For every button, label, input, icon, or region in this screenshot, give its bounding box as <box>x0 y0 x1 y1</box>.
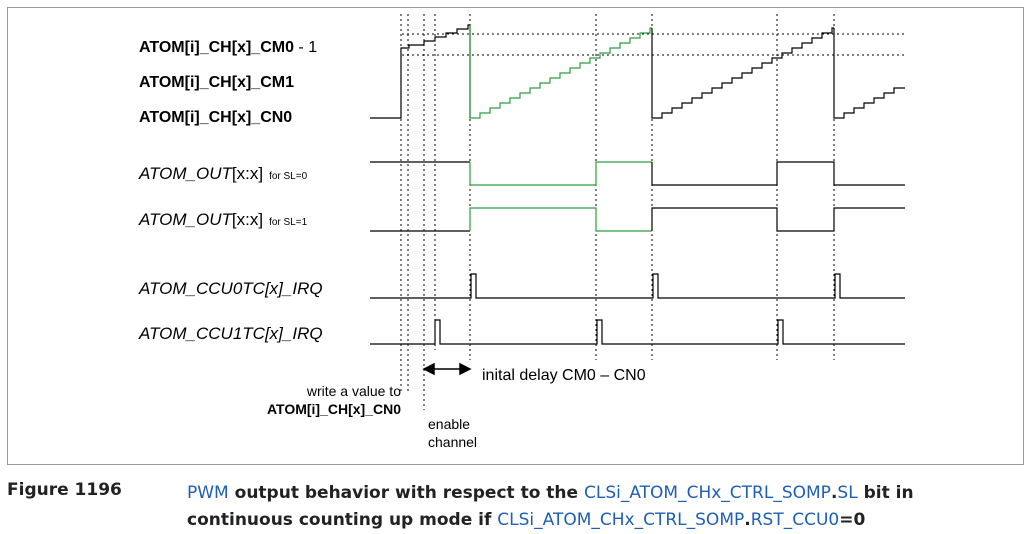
out-sl1-green <box>469 207 652 232</box>
ccu1-irq-waveform <box>370 319 905 345</box>
figure-title: PWM output behavior with respect to the … <box>187 480 987 534</box>
caption-link-reg2[interactable]: CLSi_ATOM_CHx_CTRL_SOMP <box>497 510 745 530</box>
caption-dot-1: . <box>830 483 838 503</box>
caption-link-reg1[interactable]: CLSi_ATOM_CHx_CTRL_SOMP <box>583 483 831 503</box>
out-sl0-black-2 <box>651 161 905 186</box>
caption-link-bit2[interactable]: RST_CCU0 <box>750 510 840 530</box>
counter-black-ramp-3 <box>833 28 905 119</box>
delay-label: inital delay CM0 – CN0 <box>482 367 646 384</box>
timing-diagram: ATOM[i]_CH[x]_CM0 - 1 ATOM[i]_CH[x]_CM1 … <box>138 14 905 450</box>
label-out-sl0: ATOM_OUT[x:x] for SL=0 <box>138 164 308 183</box>
label-ccu0-irq: ATOM_CCU0TC[x]_IRQ <box>138 279 323 298</box>
diagram-frame <box>7 7 1024 465</box>
delay-arrow <box>422 362 472 376</box>
out-sl0-green <box>469 161 652 186</box>
label-cm1: ATOM[i]_CH[x]_CM1 <box>139 74 294 91</box>
caption-text-2: bit in continuous counting up mode if <box>187 483 914 530</box>
write-note-1: write a value to <box>306 383 401 399</box>
counter-black-start <box>370 24 471 119</box>
caption-link-bit1[interactable]: SL <box>837 483 858 503</box>
label-cm0: ATOM[i]_CH[x]_CM0 - 1 <box>139 39 317 56</box>
caption-dot-2: . <box>744 510 751 530</box>
caption-text-3: =0 <box>839 510 866 530</box>
counter-black-ramp-2 <box>651 27 834 119</box>
write-note-2: ATOM[i]_CH[x]_CN0 <box>267 401 401 417</box>
label-cn0: ATOM[i]_CH[x]_CN0 <box>139 109 292 126</box>
figure-number: Figure 1196 <box>7 480 122 500</box>
counter-green-ramp <box>469 25 652 119</box>
caption-link-pwm[interactable]: PWM <box>187 483 229 503</box>
label-out-sl1: ATOM_OUT[x:x] for SL=1 <box>138 210 308 229</box>
figure-caption: Figure 1196 PWM output behavior with res… <box>0 478 1032 534</box>
out-sl1-black-2 <box>651 207 905 232</box>
label-ccu1-irq: ATOM_CCU1TC[x]_IRQ <box>138 324 323 343</box>
enable-note-1: enable <box>428 416 470 432</box>
caption-text-1: output behavior with respect to the <box>228 483 584 503</box>
ccu0-irq-waveform <box>370 273 905 299</box>
enable-note-2: channel <box>428 434 477 450</box>
dashed-markers <box>400 14 905 410</box>
